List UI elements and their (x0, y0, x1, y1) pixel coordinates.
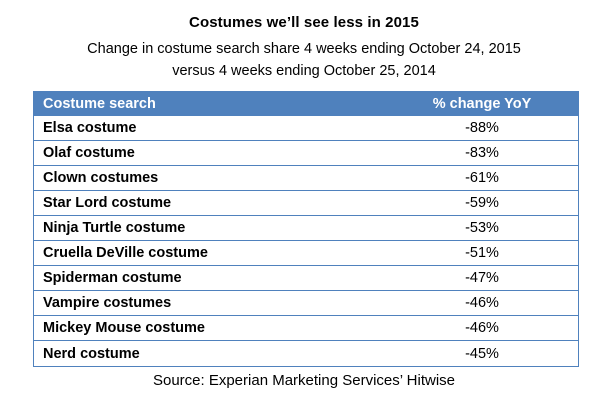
subtitle-line-2: versus 4 weeks ending October 25, 2014 (172, 63, 436, 79)
costume-name: Vampire costumes (43, 295, 172, 311)
table-header-row: Costume search % change YoY (34, 91, 578, 116)
table-row: Ninja Turtle costume -53% (34, 216, 578, 241)
costume-change: -51% (465, 245, 499, 261)
costume-change: -47% (465, 270, 499, 286)
table-row: Cruella DeVille costume -51% (34, 241, 578, 266)
table-row: Star Lord costume -59% (34, 191, 578, 216)
costume-change: -46% (465, 295, 499, 311)
costume-change: -53% (465, 220, 499, 236)
costume-name: Olaf costume (43, 145, 135, 161)
column-header-costume-search: Costume search (43, 95, 156, 112)
costume-table: Costume search % change YoY Elsa costume… (33, 91, 579, 367)
table-row: Spiderman costume -47% (34, 266, 578, 291)
costume-name: Mickey Mouse costume (43, 320, 205, 336)
subtitle: Change in costume search share 4 weeks e… (0, 38, 608, 82)
costume-change: -83% (465, 145, 499, 161)
costume-name: Cruella DeVille costume (43, 245, 208, 261)
costume-name: Spiderman costume (43, 270, 182, 286)
costume-change: -46% (465, 320, 499, 336)
source-attribution: Source: Experian Marketing Services’ Hit… (152, 372, 456, 389)
table-row: Nerd costume -45% (34, 341, 578, 366)
costume-name: Clown costumes (43, 170, 159, 186)
costume-name: Star Lord costume (43, 195, 172, 211)
page-title: Costumes we’ll see less in 2015 (189, 14, 419, 31)
costume-change: -45% (465, 345, 499, 362)
table-row: Vampire costumes -46% (34, 291, 578, 316)
costume-change: -59% (465, 195, 499, 211)
column-header-change-yoy: % change YoY (432, 95, 532, 112)
costume-change: -88% (465, 120, 499, 136)
table-row: Clown costumes -61% (34, 166, 578, 191)
table-row: Olaf costume -83% (34, 141, 578, 166)
table-row: Elsa costume -88% (34, 116, 578, 141)
costume-change: -61% (465, 170, 499, 186)
costume-name: Ninja Turtle costume (43, 220, 186, 236)
costume-name: Nerd costume (43, 345, 140, 362)
table-row: Mickey Mouse costume -46% (34, 316, 578, 341)
costume-name: Elsa costume (43, 120, 137, 136)
subtitle-line-1: Change in costume search share 4 weeks e… (87, 41, 521, 57)
